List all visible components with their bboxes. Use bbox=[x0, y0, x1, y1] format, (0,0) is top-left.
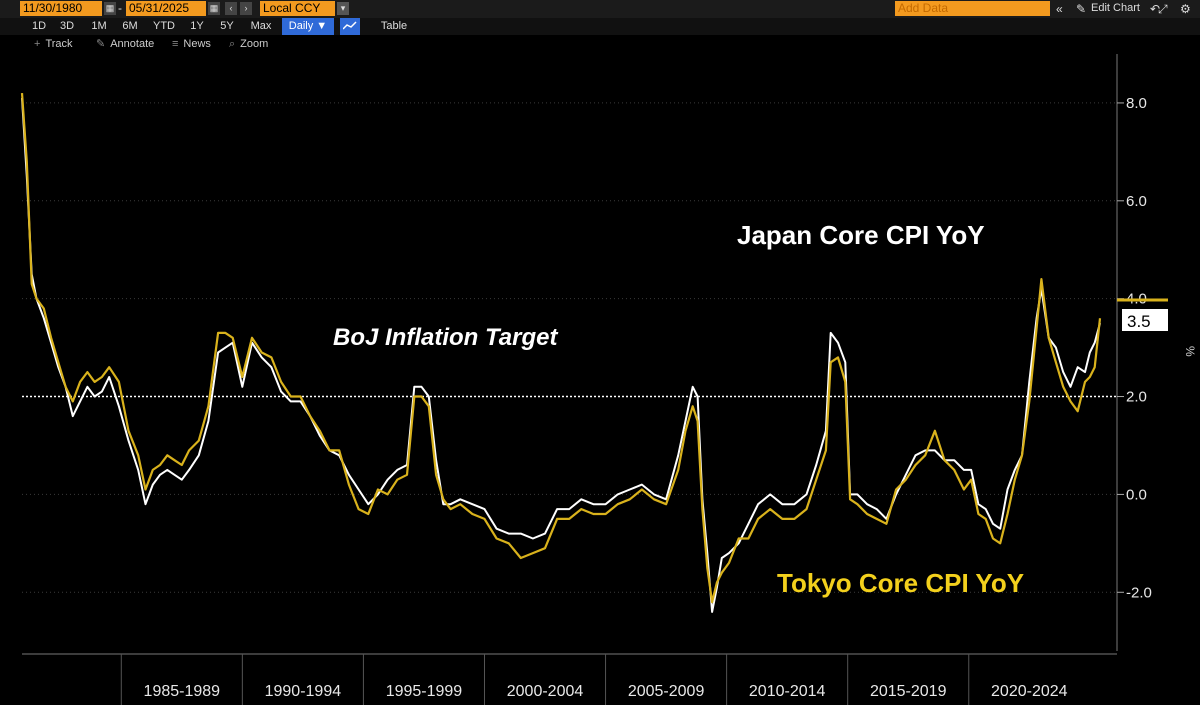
y-tick-label: 2.0 bbox=[1126, 389, 1147, 406]
news-label: News bbox=[183, 38, 211, 50]
series-line-japan-core-cpi bbox=[21, 97, 1101, 613]
x-tick-label: 2000-2004 bbox=[507, 683, 584, 700]
y-tick-label: -2.0 bbox=[1126, 584, 1152, 601]
magnifier-icon: ⌕ bbox=[229, 38, 236, 50]
end-date-field[interactable]: 05/31/2025 bbox=[126, 1, 206, 16]
edit-chart-button[interactable]: Edit Chart bbox=[1091, 2, 1140, 14]
y-axis: 8.06.04.02.00.0-2.0 bbox=[1117, 95, 1152, 601]
chevron-down-icon[interactable]: ▾ bbox=[337, 2, 349, 15]
date-separator: - bbox=[118, 1, 122, 15]
line-chart-icon[interactable] bbox=[340, 18, 360, 35]
range-ytd[interactable]: YTD bbox=[153, 20, 175, 32]
range-1d[interactable]: 1D bbox=[31, 20, 47, 32]
y-tick-label: 0.0 bbox=[1126, 486, 1147, 503]
frequency-select[interactable]: Daily ▼ bbox=[282, 18, 334, 35]
annotate-tool[interactable]: ✎ Annotate bbox=[96, 35, 154, 54]
gear-icon[interactable]: ⚙ bbox=[1180, 2, 1191, 16]
toolbar-top: 11/30/1980 ▦ - 05/31/2025 ▦ ‹ › Local CC… bbox=[0, 0, 1200, 18]
crosshair-icon: + bbox=[34, 38, 41, 50]
last-value-marker: 3.5 bbox=[1117, 298, 1168, 331]
add-data-input[interactable]: Add Data bbox=[895, 1, 1050, 16]
zoom-label: Zoom bbox=[240, 38, 269, 50]
chevron-right-icon[interactable]: › bbox=[240, 2, 252, 15]
x-tick-label: 2005-2009 bbox=[628, 683, 705, 700]
y-axis-unit: % bbox=[1183, 346, 1197, 357]
pencil-icon: ✎ bbox=[96, 38, 106, 50]
start-date-field[interactable]: 11/30/1980 bbox=[20, 1, 102, 16]
cpi-line-chart[interactable]: 8.06.04.02.00.0-2.0 1985-19891990-199419… bbox=[0, 54, 1200, 705]
series-line-tokyo-core-cpi bbox=[20, 93, 1102, 604]
range-1y[interactable]: 1Y bbox=[190, 20, 204, 32]
y-tick-label: 6.0 bbox=[1126, 193, 1147, 210]
toolbar-range bbox=[0, 18, 1200, 35]
calendar-icon[interactable]: ▦ bbox=[208, 2, 220, 15]
x-axis: 1985-1989 1990-1994 1995-1999 2000-2004 2005… bbox=[120, 654, 1068, 705]
track-tool[interactable]: + Track bbox=[34, 35, 73, 54]
x-tick-label: 1985-1989 bbox=[144, 683, 221, 700]
news-tool[interactable]: ≡ News bbox=[172, 35, 211, 54]
currency-select[interactable]: Local CCY bbox=[260, 1, 335, 16]
boj-target-label: BoJ Inflation Target bbox=[333, 324, 558, 351]
x-tick-label: 1995-1999 bbox=[386, 683, 463, 700]
y-tick-label: 8.0 bbox=[1126, 95, 1147, 112]
expand-icon[interactable]: ⤢ bbox=[1158, 2, 1168, 16]
track-label: Track bbox=[45, 38, 73, 50]
tokyo-series-annotation: Tokyo Core CPI YoY bbox=[777, 568, 1024, 598]
range-max[interactable]: Max bbox=[250, 20, 272, 32]
last-value-label: 3.5 bbox=[1127, 312, 1151, 331]
x-tick-label: 2015-2019 bbox=[870, 683, 947, 700]
x-tick-label: 2020-2024 bbox=[991, 683, 1068, 700]
x-tick-label: 1990-1994 bbox=[265, 683, 342, 700]
news-icon: ≡ bbox=[172, 38, 179, 50]
range-6m[interactable]: 6M bbox=[122, 20, 138, 32]
annotate-label: Annotate bbox=[110, 38, 155, 50]
range-5y[interactable]: 5Y bbox=[220, 20, 234, 32]
chevron-left-icon[interactable]: ‹ bbox=[225, 2, 237, 15]
undo-icon[interactable]: ↶ bbox=[1150, 2, 1161, 16]
range-3d[interactable]: 3D bbox=[59, 20, 75, 32]
japan-series-annotation: Japan Core CPI YoY bbox=[737, 220, 985, 250]
x-tick-label: 2010-2014 bbox=[749, 683, 826, 700]
range-1m[interactable]: 1M bbox=[91, 20, 107, 32]
pencil-icon[interactable]: ✎ bbox=[1076, 2, 1087, 16]
table-button[interactable]: Table bbox=[380, 20, 408, 32]
zoom-tool[interactable]: ⌕ Zoom bbox=[229, 35, 268, 54]
collapse-icon[interactable]: « bbox=[1056, 2, 1063, 16]
calendar-icon[interactable]: ▦ bbox=[104, 2, 116, 15]
